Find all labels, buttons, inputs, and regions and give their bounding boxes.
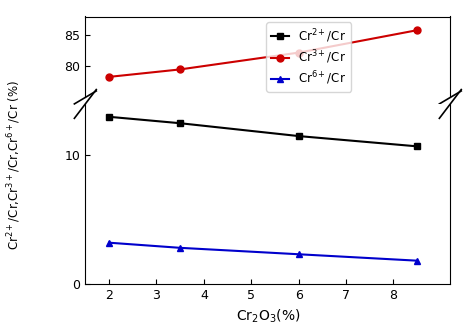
Text: Cr$^{2+}$/Cr,Cr$^{3+}$/Cr,Cr$^{6+}$/Cr (%): Cr$^{2+}$/Cr,Cr$^{3+}$/Cr,Cr$^{6+}$/Cr (… — [5, 80, 23, 250]
Legend: Cr$^{2+}$/Cr, Cr$^{3+}$/Cr, Cr$^{6+}$/Cr: Cr$^{2+}$/Cr, Cr$^{3+}$/Cr, Cr$^{6+}$/Cr — [266, 22, 351, 92]
X-axis label: Cr$_2$O$_3$(%): Cr$_2$O$_3$(%) — [236, 307, 300, 325]
